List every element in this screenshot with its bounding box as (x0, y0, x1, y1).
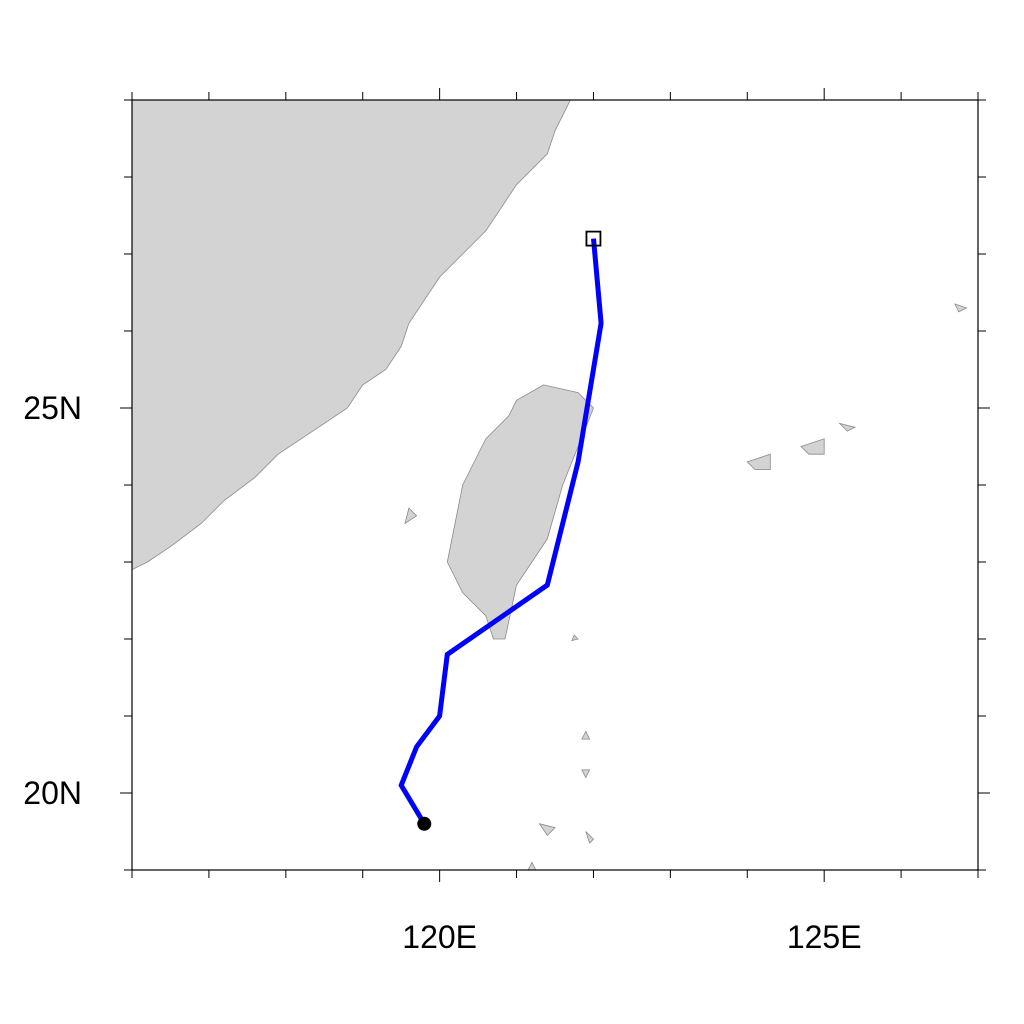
island (404, 507, 418, 525)
track-layer (398, 230, 604, 831)
lat-tick-label: 25N (23, 390, 82, 426)
axis-labels: 120E 125E 25N 20N (23, 390, 861, 955)
island (954, 303, 968, 313)
island (838, 422, 857, 432)
axis-ticks (120, 88, 990, 882)
island (581, 730, 591, 740)
track-start-marker (417, 816, 432, 831)
island (585, 831, 595, 844)
land-layer (132, 100, 968, 870)
island (571, 634, 579, 642)
lon-tick-label: 125E (787, 919, 862, 955)
island (538, 823, 556, 837)
island (581, 769, 591, 779)
lon-tick-label: 120E (402, 919, 477, 955)
lat-tick-label: 20N (23, 775, 82, 811)
taiwan-island (446, 384, 594, 640)
track-end-marker (585, 230, 602, 247)
island (800, 438, 825, 455)
mainland-china (132, 100, 571, 571)
island (746, 453, 771, 471)
island (527, 861, 537, 870)
